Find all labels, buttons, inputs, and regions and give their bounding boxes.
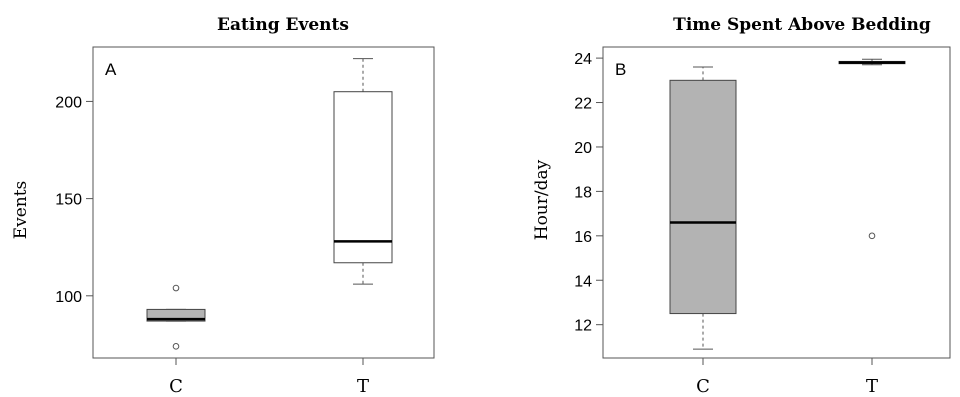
y-tick-label: 200 — [55, 94, 82, 111]
box-body — [146, 308, 206, 322]
panel-b: Time Spent Above Bedding B Hour/day 12 14 16 1… — [532, 15, 951, 397]
outlier-point — [868, 232, 876, 240]
chart-title: Eating Events — [217, 15, 349, 35]
panel-letter: B — [615, 60, 626, 79]
box-body — [333, 91, 393, 264]
y-tick-label: 24 — [574, 51, 592, 68]
box-c: C — [146, 284, 206, 397]
y-tick-label: 100 — [55, 289, 82, 306]
panel-a: Eating Events A Events 100 150 200 C T — [11, 15, 435, 397]
category-label: T — [357, 376, 369, 397]
plot-frame — [92, 46, 435, 359]
box-t: T — [838, 58, 906, 397]
box-body — [669, 79, 737, 315]
y-tick-label: 20 — [574, 140, 592, 157]
y-tick-label: 16 — [574, 229, 592, 246]
box-c: C — [669, 66, 737, 397]
outlier-point — [172, 343, 180, 350]
y-tick-label: 22 — [574, 96, 592, 113]
y-axis-label: Events — [11, 181, 31, 240]
panel-letter: A — [105, 60, 117, 79]
outlier-point — [172, 284, 180, 292]
chart-title: Time Spent Above Bedding — [673, 15, 931, 35]
y-tick-label: 12 — [574, 318, 592, 335]
y-axis-label: Hour/day — [532, 159, 552, 240]
plot-frame — [602, 46, 951, 359]
category-label: T — [866, 376, 878, 397]
category-label: C — [169, 376, 183, 397]
category-label: C — [696, 376, 710, 397]
y-tick-label: 14 — [574, 273, 592, 290]
y-tick-label: 18 — [574, 184, 592, 201]
box-t: T — [333, 58, 393, 397]
y-tick-label: 150 — [55, 192, 82, 209]
